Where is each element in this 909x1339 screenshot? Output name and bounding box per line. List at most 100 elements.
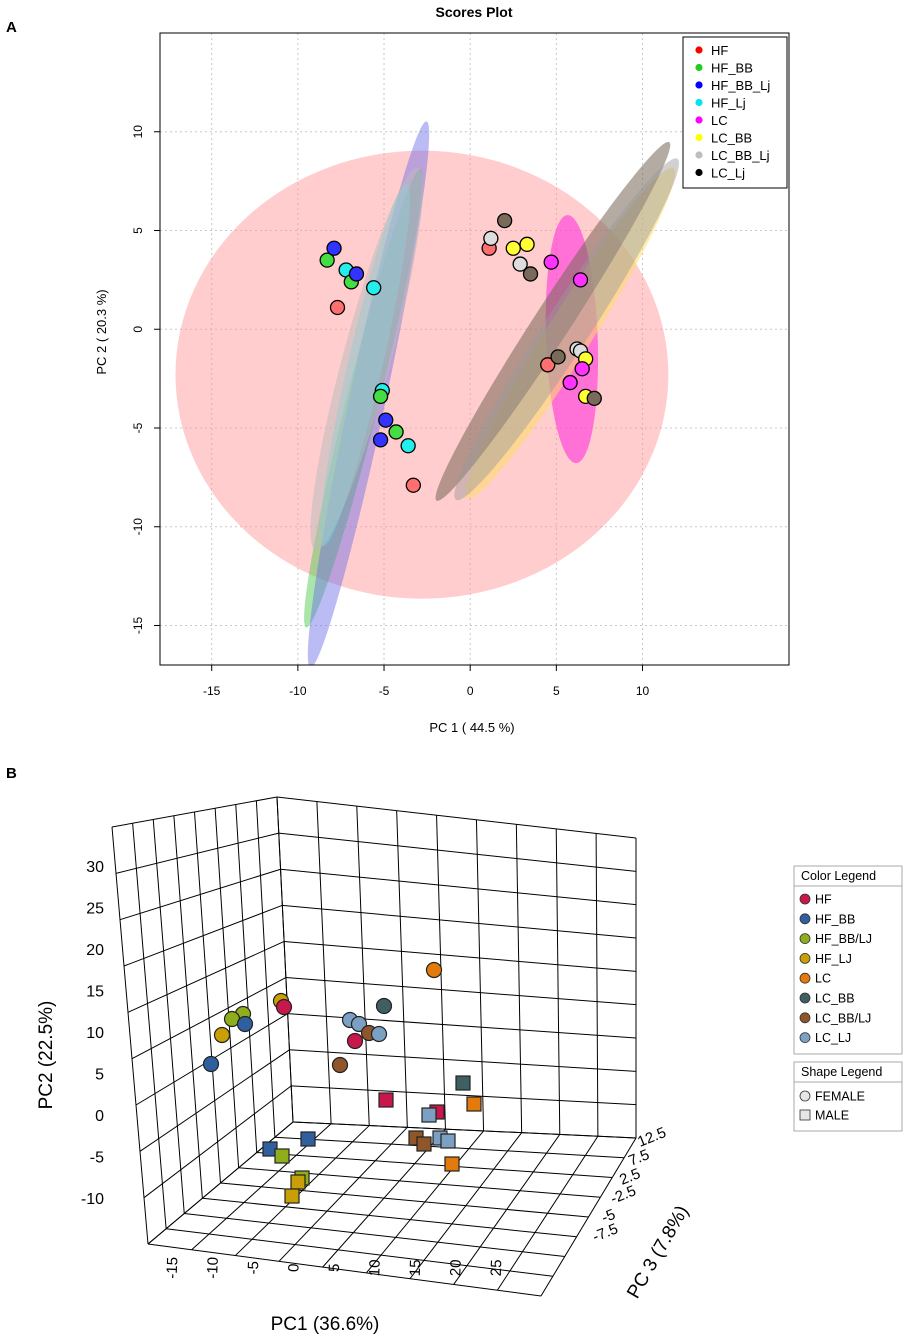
legend-dot xyxy=(695,116,703,124)
legend-item: HF_Lj xyxy=(695,96,746,111)
point3d-lc-lj xyxy=(370,1025,388,1043)
color-legend-label: LC_BB/LJ xyxy=(815,1011,871,1025)
pca3d-x-tick-label: 5 xyxy=(326,1263,343,1272)
point-lc-lj xyxy=(522,266,539,282)
floor-line xyxy=(202,1197,577,1238)
floor-line xyxy=(166,1228,553,1277)
y-tick-label: 0 xyxy=(131,326,145,333)
x-tick-label: -5 xyxy=(379,684,390,698)
scores-x-axis-label: PC 1 ( 44.5 %) xyxy=(429,720,514,735)
wall-left-line xyxy=(115,832,279,874)
point3d-hf xyxy=(378,1092,394,1108)
point3d-lc-bb-lj xyxy=(416,1136,432,1152)
wall-left-line xyxy=(143,1085,292,1199)
color-legend-label: LC xyxy=(815,972,831,986)
point-lc-bb-lj xyxy=(512,256,528,272)
point3d-hf-lj xyxy=(284,1188,300,1204)
wall-back-line xyxy=(282,904,637,939)
point-hf-bb-lj xyxy=(326,240,342,256)
point3d-lc-lj xyxy=(440,1133,456,1149)
legend-item: LC xyxy=(695,113,728,128)
point3d-lc-bb xyxy=(455,1075,471,1091)
wall-back-line xyxy=(278,832,637,872)
pca-3d-grid xyxy=(111,796,637,1297)
point-lc-lj xyxy=(586,390,602,407)
legend-dot xyxy=(695,63,703,72)
color-legend-swatch xyxy=(799,1012,811,1024)
pca3d-y-tick-label: -10 xyxy=(81,1191,104,1208)
color-legend-swatch xyxy=(799,992,811,1004)
point-lc-lj xyxy=(497,212,513,229)
wall-back-line xyxy=(291,1085,637,1106)
legend-dot xyxy=(695,133,703,142)
wall-back-line xyxy=(285,977,637,1006)
point3d-hf-bb xyxy=(202,1055,220,1073)
pca3d-y-tick-label: 25 xyxy=(86,901,104,918)
shape-legend-title: Shape Legend xyxy=(801,1065,882,1079)
point-lc xyxy=(562,374,578,391)
y-tick-label: -15 xyxy=(131,617,145,635)
wall-back-line xyxy=(515,824,523,1133)
point3d-hf-lj xyxy=(213,1026,231,1044)
shape-legend-swatch-square xyxy=(799,1109,811,1121)
scores-legend: HF HF_BB HF_BB_Lj HF_Lj LC LC_BB LC_BB_Lj LC_Lj xyxy=(682,36,788,189)
color-legend-label: HF_LJ xyxy=(815,952,852,966)
point-hf-bb-lj xyxy=(378,412,394,428)
legend-dot xyxy=(695,151,703,159)
wall-left-line xyxy=(235,804,258,1153)
pca3d-z-tick-label: 7.5 xyxy=(626,1146,652,1170)
color-legend-box xyxy=(793,865,903,1055)
color-legend-swatch xyxy=(799,972,811,984)
point3d-lc-bb xyxy=(375,997,393,1015)
point-lc-bb xyxy=(519,236,535,252)
y-tick-label: 5 xyxy=(131,227,145,234)
pca3d-y-tick-label: 30 xyxy=(86,859,104,876)
point-lc-bb xyxy=(505,240,521,256)
ellipse-lc-bb xyxy=(465,167,676,499)
color-legend-swatch xyxy=(799,893,811,905)
point-hf-bb xyxy=(372,388,389,405)
wall-left-line xyxy=(152,819,185,1214)
point3d-lc xyxy=(466,1096,482,1112)
pca3d-x-tick-label: 25 xyxy=(488,1259,506,1276)
color-legend-item: LC xyxy=(799,972,831,986)
wall-back-line xyxy=(276,796,294,1123)
wall-left-line xyxy=(111,826,149,1245)
legend-item: LC_Lj xyxy=(695,166,745,181)
pca3d-z-tick-label: 2.5 xyxy=(617,1165,643,1189)
floor-line xyxy=(256,1152,613,1178)
pca3d-x-tick-label: 15 xyxy=(407,1259,425,1276)
x-tick-label: -15 xyxy=(203,684,221,698)
pca3d-x-tick-label: -5 xyxy=(245,1261,262,1275)
color-legend-item: HF xyxy=(799,893,832,907)
point-hf-bb-lj xyxy=(348,266,365,282)
legend-item: HF xyxy=(695,43,728,58)
panel-b-label: B xyxy=(6,765,17,782)
floor-line xyxy=(184,1213,565,1257)
point-hf xyxy=(329,299,346,316)
point-hf-bb xyxy=(388,424,404,440)
legend-label: LC_BB xyxy=(711,131,752,146)
pca3d-legends: Color Legend HF HF_BB HF_BB/LJ HF_LJ LC LC_BB L… xyxy=(793,865,903,1132)
point3d-lc-bb-lj xyxy=(331,1056,349,1074)
point3d-lc-lj xyxy=(421,1107,437,1123)
legend-label: HF_Lj xyxy=(711,96,746,111)
wall-left-line xyxy=(123,904,283,967)
point3d-lc-lj xyxy=(350,1015,368,1033)
pca-3d-points xyxy=(202,961,482,1204)
wall-left-line xyxy=(119,868,281,921)
wall-left-line xyxy=(194,811,221,1184)
point-hf-lj xyxy=(400,438,416,454)
pca3d-y-tick-label: 0 xyxy=(95,1108,104,1125)
pca3d-x-tick-label: -10 xyxy=(204,1257,222,1279)
color-legend-swatch xyxy=(799,1032,811,1043)
pca3d-x-tick-label: 20 xyxy=(447,1259,465,1276)
x-tick-label: 10 xyxy=(636,684,650,698)
wall-back-line xyxy=(287,1013,637,1039)
point3d-hf-bb-lj xyxy=(274,1148,290,1164)
scores-plot-title: Scores Plot xyxy=(435,4,512,20)
point3d-hf-lj xyxy=(290,1174,306,1190)
color-legend-item: LC_LJ xyxy=(799,1031,851,1045)
scores-axis-ticks: -15 -10 -5 0 5 10 -15 -10 -5 0 5 10 xyxy=(131,125,650,698)
legend-dot xyxy=(695,168,703,177)
